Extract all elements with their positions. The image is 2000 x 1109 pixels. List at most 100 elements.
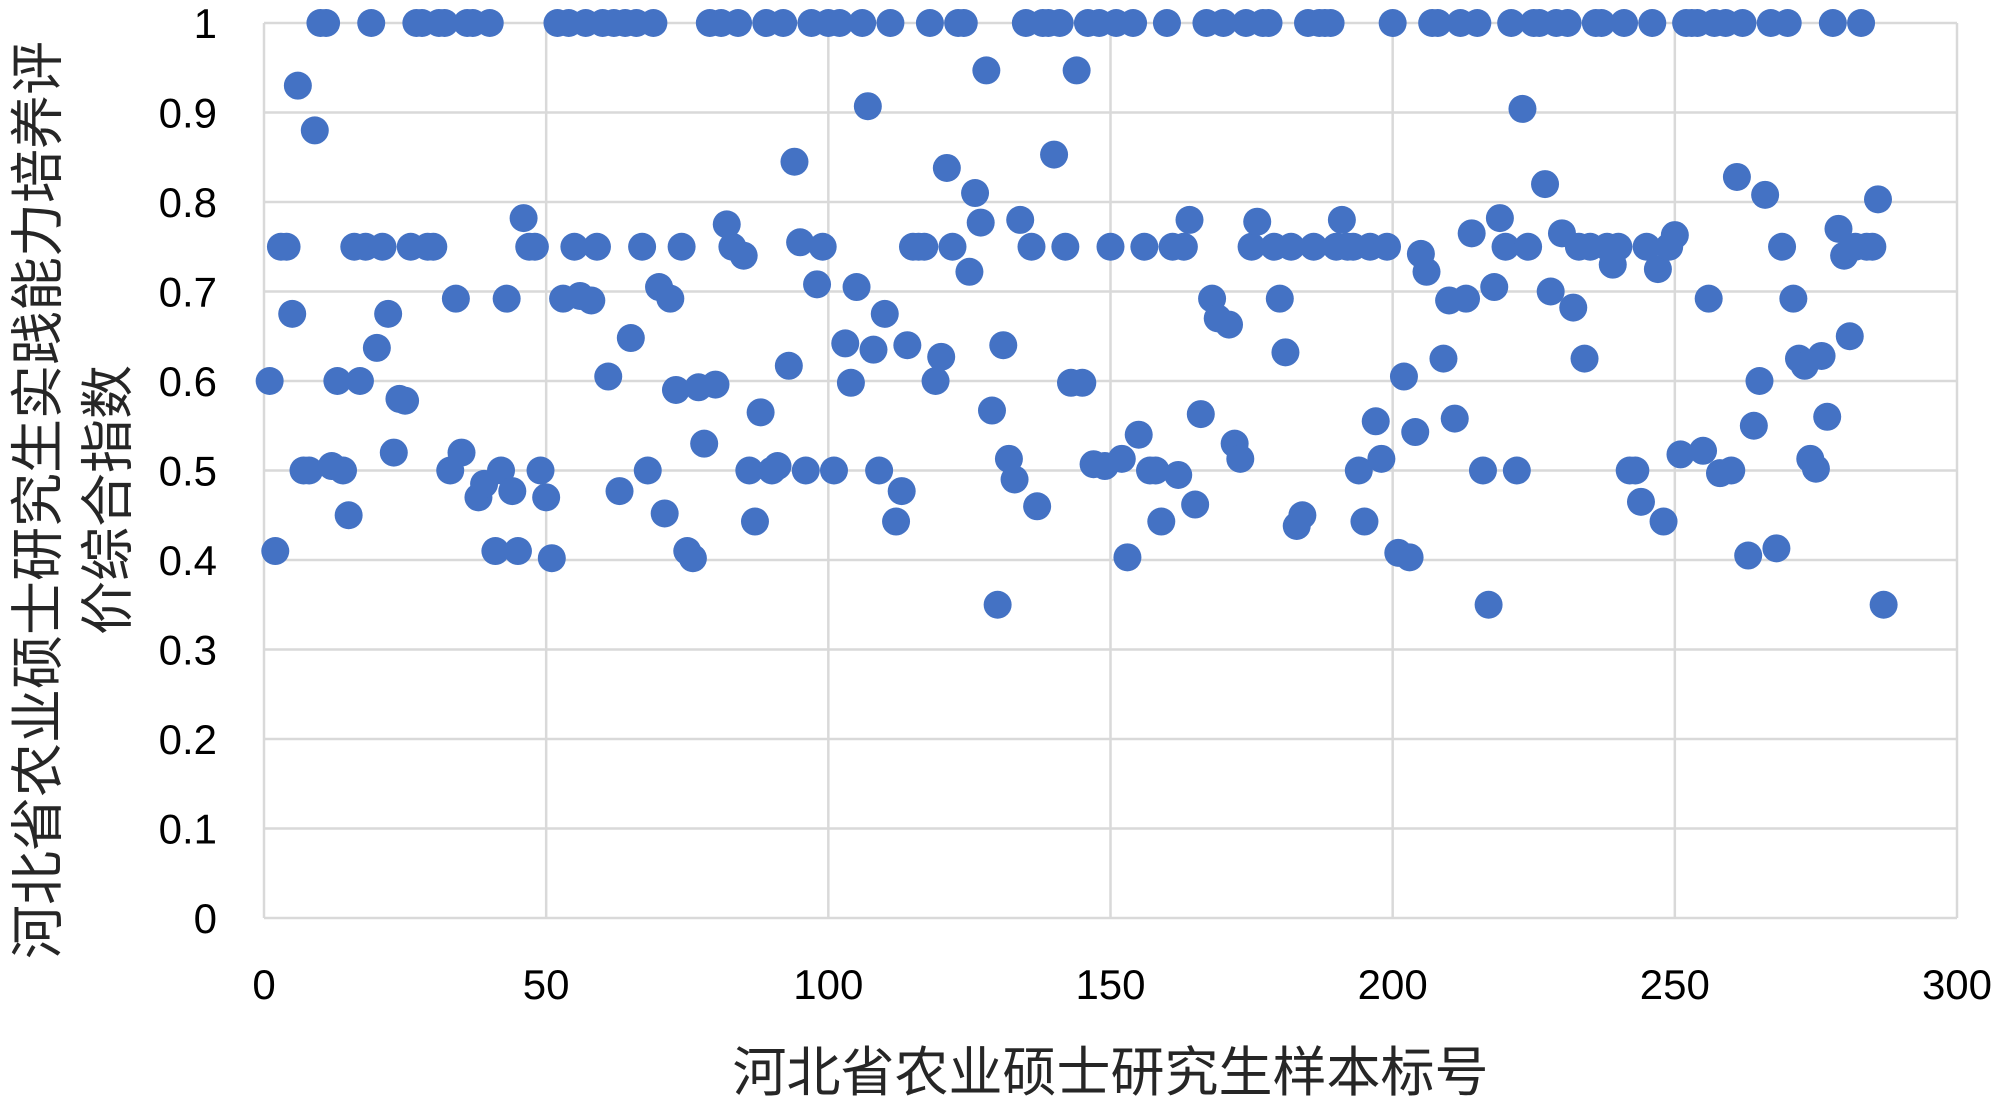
- data-point: [526, 456, 555, 485]
- data-point: [1107, 444, 1136, 473]
- data-point: [1587, 9, 1616, 37]
- data-point: [1271, 338, 1300, 367]
- y-tick-label: 0.7: [159, 269, 217, 316]
- data-point: [1604, 232, 1633, 261]
- data-point: [842, 273, 871, 302]
- data-point: [1288, 501, 1317, 530]
- x-tick-label: 250: [1640, 961, 1710, 1008]
- data-point: [419, 232, 448, 261]
- data-point: [1689, 436, 1718, 465]
- data-point: [1480, 273, 1509, 302]
- data-point: [492, 284, 521, 313]
- y-tick-label: 0.6: [159, 358, 217, 405]
- data-point: [1751, 180, 1780, 209]
- data-point: [272, 232, 301, 261]
- data-point: [1440, 404, 1469, 433]
- data-point: [1643, 255, 1672, 284]
- y-axis-title: 河北省农业硕士研究生实践能力培养评价综合指数: [6, 41, 140, 959]
- data-point: [1508, 94, 1537, 123]
- data-point: [520, 232, 549, 261]
- data-point: [1113, 543, 1142, 572]
- data-point: [955, 257, 984, 286]
- data-point: [1243, 207, 1272, 236]
- data-point: [921, 367, 950, 395]
- data-point: [278, 299, 307, 328]
- data-point: [876, 9, 905, 37]
- data-point: [1254, 9, 1283, 37]
- data-point: [690, 429, 719, 458]
- data-point: [1514, 232, 1543, 261]
- data-point: [1164, 460, 1193, 489]
- data-point: [746, 398, 775, 427]
- data-point: [1389, 362, 1418, 391]
- data-point: [447, 438, 476, 467]
- data-point: [1858, 232, 1887, 261]
- data-point: [1762, 534, 1791, 563]
- data-point: [825, 9, 854, 37]
- data-point: [1023, 492, 1052, 521]
- data-point: [989, 331, 1018, 360]
- data-point: [1277, 232, 1306, 261]
- data-point: [1452, 284, 1481, 313]
- data-point: [295, 456, 324, 485]
- x-tick-label: 50: [523, 961, 570, 1008]
- data-point: [1632, 232, 1661, 261]
- data-point: [300, 116, 329, 145]
- data-point: [628, 232, 657, 261]
- data-point: [1610, 9, 1639, 37]
- data-point: [938, 232, 967, 261]
- data-point: [1869, 590, 1898, 619]
- data-point: [1824, 214, 1853, 243]
- data-point: [1006, 205, 1035, 234]
- data-point: [633, 456, 662, 485]
- data-point: [1361, 407, 1390, 436]
- data-point: [712, 210, 741, 239]
- y-tick-label: 0.8: [159, 179, 217, 226]
- data-point: [701, 370, 730, 399]
- data-point: [808, 232, 837, 261]
- data-point: [1096, 232, 1125, 261]
- x-tick-labels: 0 50 100 150 200 250 300: [252, 961, 1992, 1008]
- data-point: [882, 507, 911, 536]
- data-point: [1299, 232, 1328, 261]
- data-point: [323, 367, 352, 395]
- data-point: [887, 477, 916, 506]
- data-point: [345, 367, 374, 395]
- data-point: [487, 456, 516, 485]
- data-point: [1017, 232, 1046, 261]
- data-point: [1531, 170, 1560, 199]
- data-point: [368, 232, 397, 261]
- y-tick-label: 1: [194, 0, 217, 47]
- data-point: [255, 367, 284, 395]
- data-point: [769, 9, 798, 37]
- data-point: [1147, 507, 1176, 536]
- data-point: [735, 456, 764, 485]
- x-tick-label: 300: [1922, 961, 1992, 1008]
- y-tick-label: 0.4: [159, 537, 217, 584]
- data-point: [972, 56, 1001, 85]
- data-point: [1570, 344, 1599, 373]
- data-point: [1717, 456, 1746, 485]
- data-point: [1045, 9, 1074, 37]
- data-point: [475, 9, 504, 37]
- data-point: [1694, 284, 1723, 313]
- data-point: [430, 9, 459, 37]
- y-tick-label: 0.9: [159, 90, 217, 137]
- data-point: [1051, 232, 1080, 261]
- data-point: [831, 329, 860, 358]
- data-point: [1722, 162, 1751, 191]
- data-point: [1237, 232, 1266, 261]
- data-point: [1169, 232, 1198, 261]
- data-point: [1344, 456, 1373, 485]
- data-point: [1367, 444, 1396, 473]
- x-tick-label: 150: [1075, 961, 1145, 1008]
- y-tick-label: 0: [194, 895, 217, 942]
- data-point: [780, 147, 809, 176]
- data-point: [1728, 9, 1757, 37]
- data-point: [1621, 456, 1650, 485]
- data-point: [441, 284, 470, 313]
- data-point: [865, 456, 894, 485]
- data-point: [1801, 454, 1830, 483]
- data-point: [803, 270, 832, 299]
